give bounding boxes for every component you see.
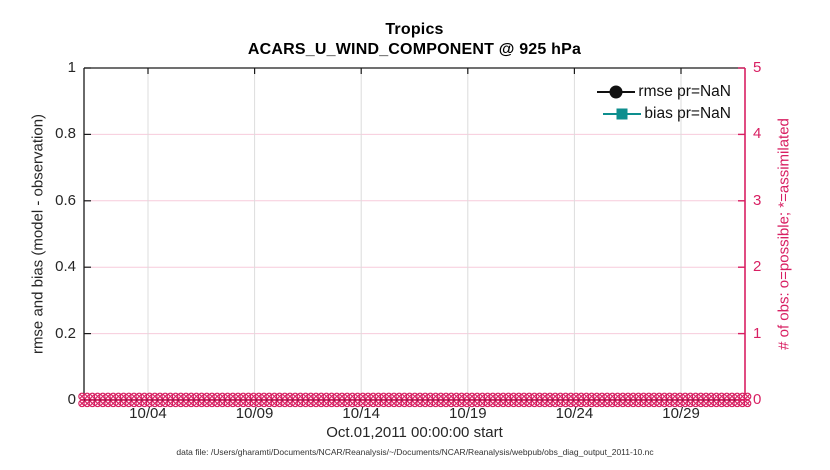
y-left-tick-label: 0.4 [55, 258, 76, 276]
y-left-tick-label: 0.2 [55, 324, 76, 342]
legend-item-bias: bias pr=NaN [597, 103, 731, 125]
legend: rmse pr=NaN bias pr=NaN [597, 81, 731, 125]
y-right-tick-label: 4 [753, 125, 762, 143]
legend-item-rmse: rmse pr=NaN [597, 81, 731, 103]
x-tick-label: 10/19 [449, 405, 487, 422]
x-tick-label: 10/29 [662, 405, 700, 422]
chart-title-block: Tropics ACARS_U_WIND_COMPONENT @ 925 hPa [84, 20, 745, 60]
y-axis-label-right: # of obs: o=possible; *=assimilated [775, 118, 793, 350]
y-left-tick-label: 1 [67, 59, 76, 76]
x-tick-label: 10/24 [555, 405, 594, 422]
y-right-tick-label: 5 [753, 59, 762, 76]
y-axis-label-left: rmse and bias (model - observation) [29, 113, 47, 355]
chart-title: Tropics [385, 21, 444, 38]
x-tick-label: 10/09 [235, 405, 274, 422]
y-right-tick-label: 2 [753, 258, 762, 276]
y-left-tick-label: 0.8 [55, 125, 76, 143]
rmse-line-circle-marker-icon [597, 85, 636, 99]
x-axis-label: Oct.01,2011 00:00:00 start [326, 424, 503, 441]
y-right-tick-label: 0 [753, 391, 762, 408]
y-right-tick-label: 1 [753, 324, 762, 342]
y-right-tick-label: 3 [753, 191, 762, 209]
legend-label-rmse: rmse pr=NaN [638, 83, 731, 100]
data-file-caption: data file: /Users/gharamti/Documents/NCA… [176, 447, 654, 457]
x-tick-label: 10/14 [342, 405, 380, 422]
legend-label-bias: bias pr=NaN [644, 105, 731, 122]
chart-subtitle: ACARS_U_WIND_COMPONENT @ 925 hPa [247, 41, 582, 58]
y-left-tick-label: 0.6 [55, 191, 76, 209]
x-tick-label: 10/04 [129, 405, 167, 422]
bias-line-square-marker-icon [603, 108, 642, 120]
y-left-tick-label: 0 [67, 391, 76, 408]
